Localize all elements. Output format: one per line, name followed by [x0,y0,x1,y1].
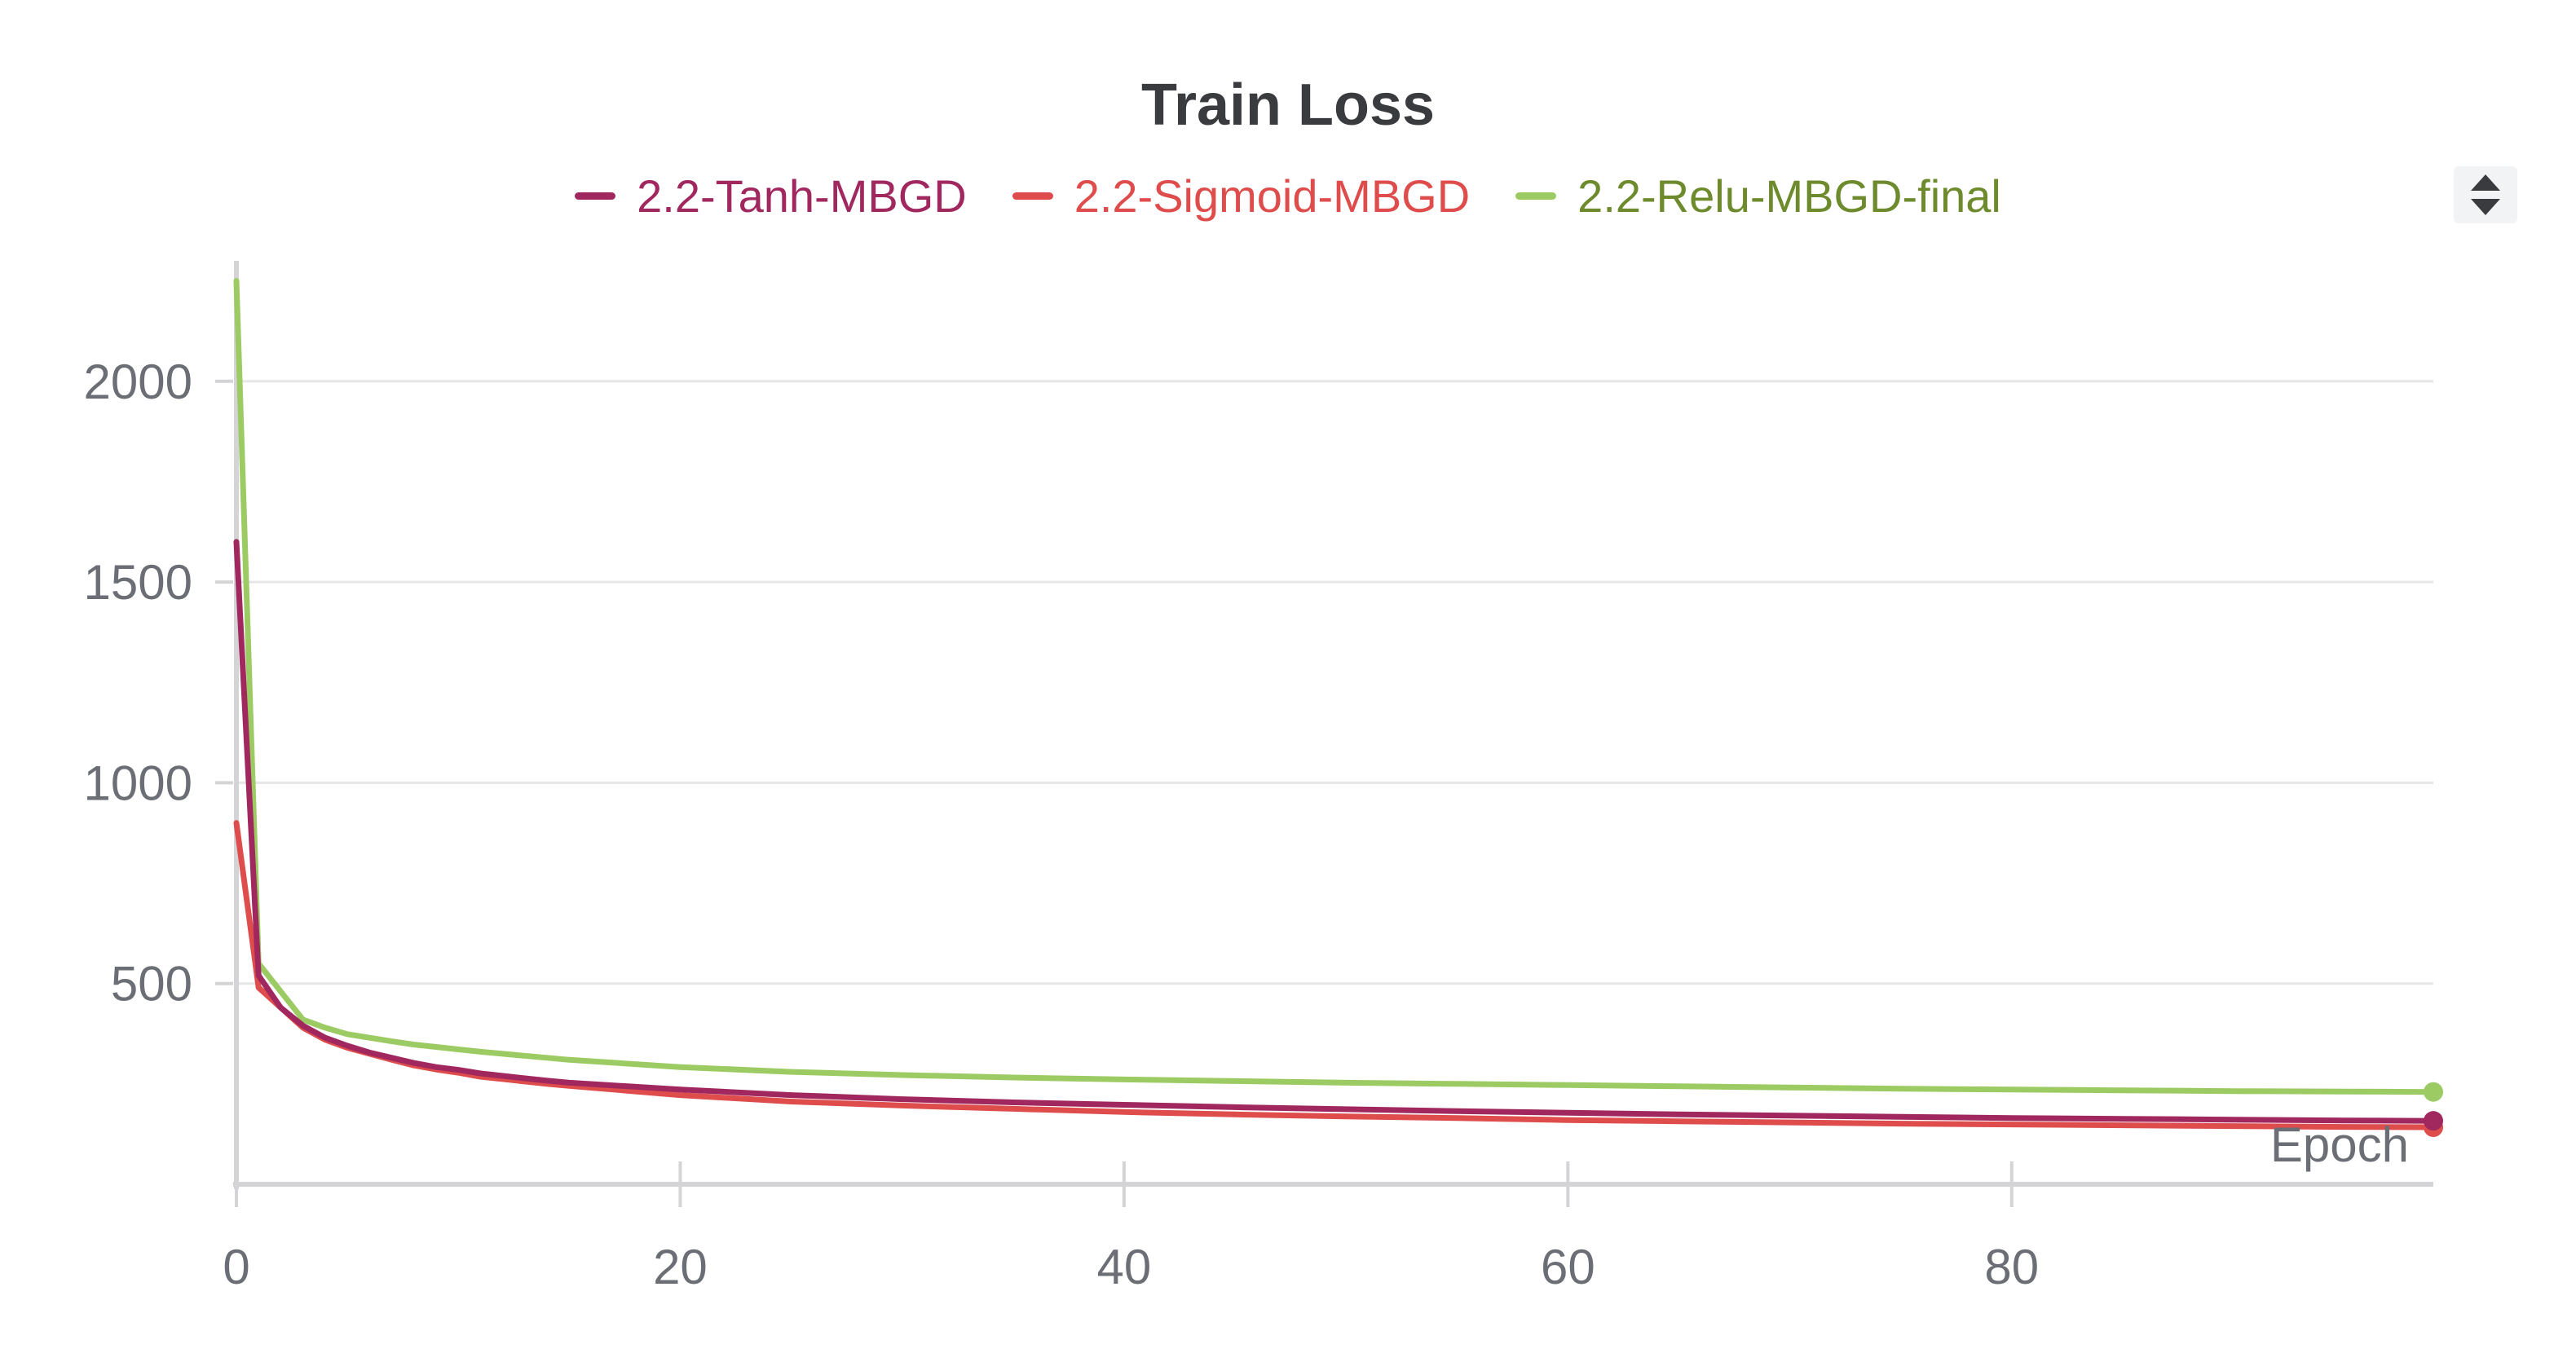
x-tick-label: 20 [653,1240,708,1294]
legend-label-relu: 2.2-Relu-MBGD-final [1577,170,2001,222]
series-end-point-0[interactable] [2424,1111,2443,1131]
x-tick-label: 80 [1984,1240,2039,1294]
y-tick-label: 500 [111,957,192,1011]
legend: 2.2-Tanh-MBGD 2.2-Sigmoid-MBGD 2.2-Relu-… [0,170,2576,223]
y-tick-label: 1500 [84,555,192,610]
chevron-up-down-icon [2471,174,2500,215]
chart-title: Train Loss [1140,73,1436,138]
series-line-0[interactable] [233,539,2437,1124]
x-axis-label: Epoch [2270,1117,2409,1172]
x-tick-label: 40 [1097,1240,1152,1294]
axes [215,261,2433,1207]
legend-item-tanh[interactable]: 2.2-Tanh-MBGD [575,170,967,223]
series-line-2[interactable] [233,278,2437,1095]
x-tick-label: 60 [1541,1240,1595,1294]
tick-labels: 500 1000 1500 2000 0 20 40 60 80 [84,355,2040,1294]
y-tick-label: 2000 [84,355,192,409]
legend-swatch-relu [1515,192,1557,200]
legend-label-tanh: 2.2-Tanh-MBGD [637,170,967,222]
y-tick-label: 1000 [84,756,192,810]
series-lines [233,278,2443,1138]
series-end-point-2[interactable] [2424,1082,2443,1102]
grid-lines [236,380,2433,985]
legend-swatch-tanh [575,192,616,200]
legend-item-relu[interactable]: 2.2-Relu-MBGD-final [1515,170,2001,223]
legend-item-sigmoid[interactable]: 2.2-Sigmoid-MBGD [1012,170,1470,223]
legend-label-sigmoid: 2.2-Sigmoid-MBGD [1074,170,1471,222]
x-tick-label: 0 [223,1240,249,1294]
legend-scroll-button[interactable] [2454,166,2517,223]
legend-swatch-sigmoid [1012,192,1053,200]
